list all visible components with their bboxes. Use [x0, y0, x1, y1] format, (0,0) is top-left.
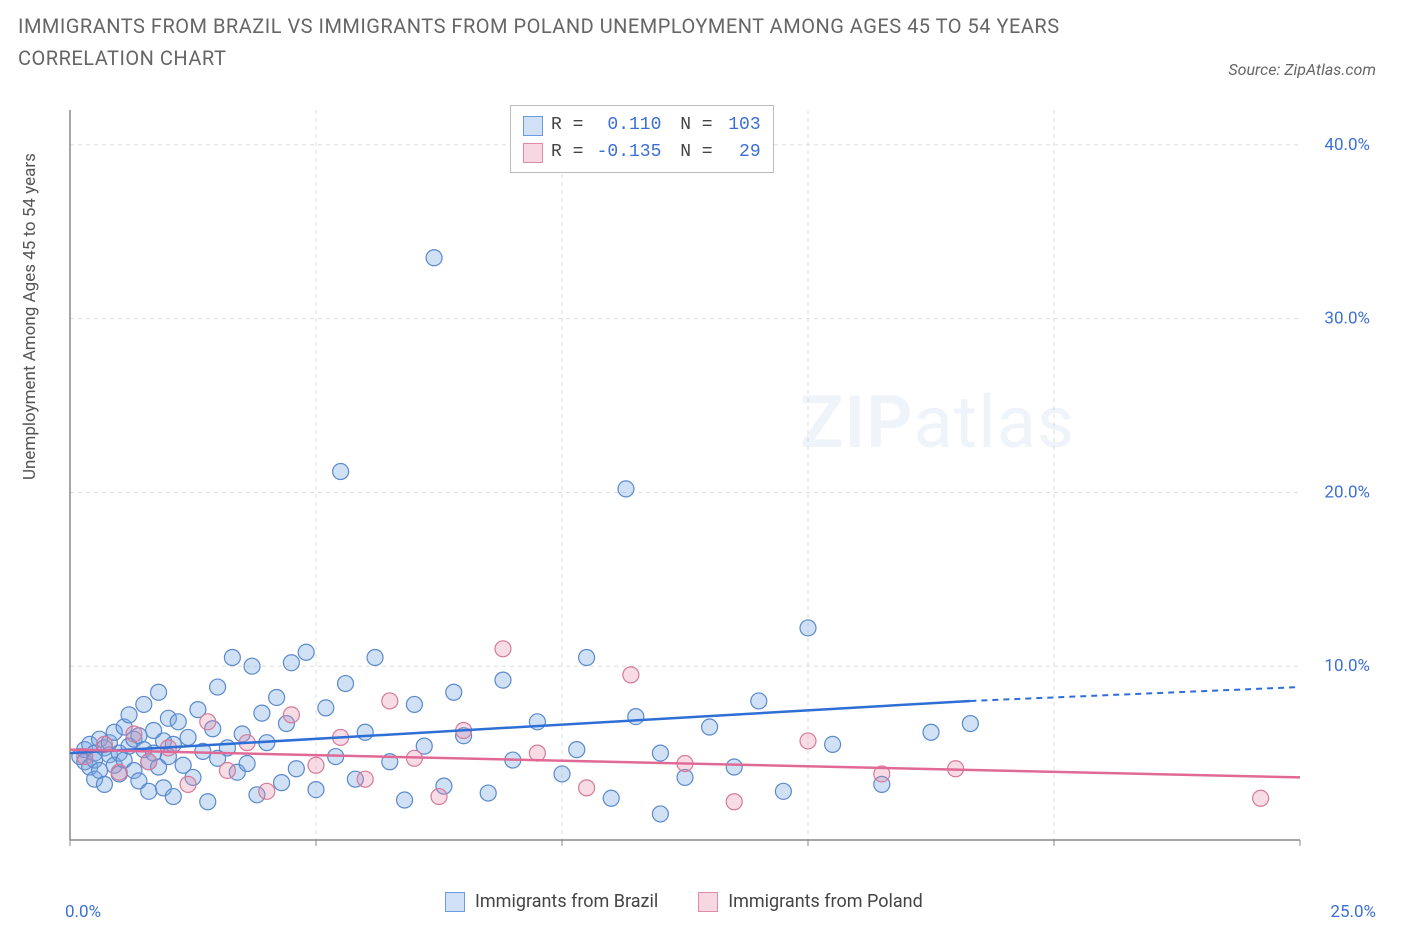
- legend-stats: R = 0.110 N = 103 R = -0.135 N = 29: [510, 105, 774, 173]
- swatch-poland-icon: [523, 143, 543, 163]
- legend-stats-row-2: R = -0.135 N = 29: [523, 139, 761, 166]
- y-axis-label: Unemployment Among Ages 45 to 54 years: [20, 153, 40, 480]
- svg-text:10.0%: 10.0%: [1324, 656, 1370, 676]
- source-label: Source: ZipAtlas.com: [1228, 60, 1376, 79]
- x-axis-max-label: 25.0%: [1330, 902, 1376, 922]
- svg-text:40.0%: 40.0%: [1324, 135, 1370, 155]
- legend-label: Immigrants from Poland: [728, 891, 923, 912]
- legend-item-poland: Immigrants from Poland: [698, 891, 923, 912]
- x-axis-min-label: 0.0%: [65, 902, 101, 922]
- legend-stats-row-1: R = 0.110 N = 103: [523, 112, 761, 139]
- swatch-brazil-icon: [523, 116, 543, 136]
- svg-text:20.0%: 20.0%: [1324, 482, 1370, 502]
- chart-title: IMMIGRANTS FROM BRAZIL VS IMMIGRANTS FRO…: [18, 10, 1118, 74]
- legend-series: Immigrants from Brazil Immigrants from P…: [445, 891, 923, 912]
- legend-item-brazil: Immigrants from Brazil: [445, 891, 658, 912]
- svg-text:30.0%: 30.0%: [1324, 309, 1370, 329]
- scatter-plot: 10.0% 20.0% 30.0% 40.0%: [60, 100, 1380, 870]
- swatch-poland-icon: [698, 892, 718, 912]
- chart-area: 10.0% 20.0% 30.0% 40.0%: [60, 100, 1380, 870]
- legend-label: Immigrants from Brazil: [475, 891, 658, 912]
- swatch-brazil-icon: [445, 892, 465, 912]
